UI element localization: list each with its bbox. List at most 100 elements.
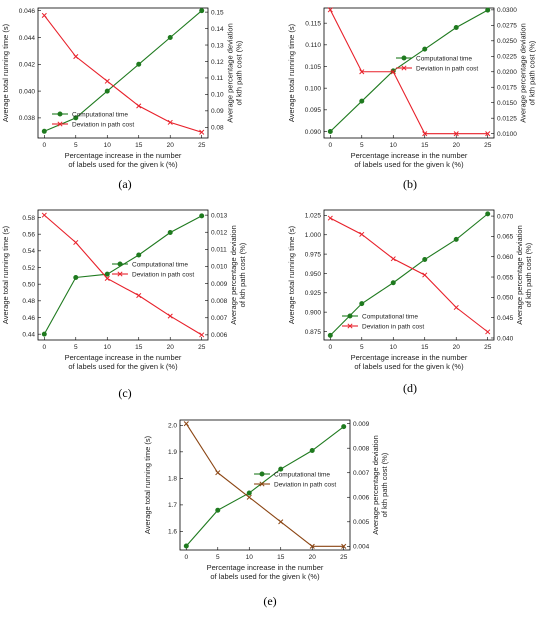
panel-e-deviation-point-4-stroke-b	[309, 543, 315, 549]
panel-d-legend-item-1-marker	[347, 323, 353, 329]
panel-a-deviation-line	[43, 15, 202, 133]
panel-c-deviation-point-4-stroke-b	[167, 313, 173, 319]
panel-c-yright-tick-label-1: 0.007	[211, 315, 228, 322]
panel-d-computational-time-point-3	[422, 257, 428, 263]
panel-e-y-right-axis-label-0: Average percentage deviation	[371, 435, 380, 535]
panel-a-deviation-point-1	[73, 53, 79, 60]
panel-e-deviation-point-3	[278, 519, 284, 525]
panel-d-deviation-point-4-stroke-b	[453, 304, 459, 311]
panel-b-yleft-tick-label-5: 0.115	[305, 20, 321, 27]
panel-d-deviation-point-2-stroke-b	[390, 256, 396, 262]
panel-b-x-tick-label-2: 10	[390, 142, 398, 149]
panel-e-yright-tick-label-4: 0.008	[353, 446, 370, 453]
panel-d-x-axis-label-0: Percentage increase in the number	[351, 353, 468, 362]
panel-a-x-tick-label-3: 15	[135, 142, 143, 149]
panel-b-y-left-axis-label: Average total running time (s)	[287, 23, 296, 122]
panel-c-yright-tick-label-0: 0.006	[211, 332, 228, 339]
panel-d-y-left-axis-label: Average total running time (s)	[287, 225, 296, 324]
panel-d-yleft-tick-label-0: 0.875	[305, 329, 322, 336]
panel-e-yright-tick-label-0: 0.004	[353, 544, 370, 551]
panel-e-computational-time-point-5	[341, 424, 347, 430]
panel-a-yright-tick-label-2: 0.10	[211, 92, 224, 99]
panel-e-legend-item-1-marker-stroke-b	[259, 481, 265, 487]
panel-c-deviation-point-2-stroke-b	[104, 275, 110, 281]
panel-b-yright-tick-label-5: 0.0225	[497, 54, 517, 61]
panel-d-computational-time-point-0	[327, 332, 333, 338]
panel-b-legend-item-1-marker-stroke-b	[401, 65, 407, 71]
panel-a-x-axis-label-1: of labels used for the given k (%)	[68, 160, 178, 169]
panel-e-x-tick-label-0: 0	[184, 554, 188, 561]
panel-b-yright-tick-label-0: 0.0100	[497, 131, 517, 138]
panel-c-x-tick-label-5: 25	[198, 344, 206, 351]
panel-e-yleft-tick-label-0: 1.6	[168, 529, 177, 536]
panel-e-yright-tick-label-3: 0.007	[353, 470, 370, 477]
panel-d-deviation-point-3	[422, 272, 428, 278]
panel-a-computational-time-point-2	[104, 88, 110, 94]
panel-c-plot-frame	[37, 209, 209, 341]
panel-d-yleft-tick-label-6: 1.025	[305, 213, 322, 220]
panel-b-y-right-axis-label-0: Average percentage deviation	[519, 23, 528, 123]
panel-a-legend-item-1-marker	[57, 121, 63, 127]
panel-e-x-tick-label-5: 25	[340, 554, 348, 561]
panel-b-legend-item-0-label: Computational time	[416, 55, 472, 62]
panel-b-legend-item-0-marker	[401, 55, 407, 61]
panel-c-deviation-point-5-stroke-b	[199, 332, 205, 338]
panel-e-computational-time-line	[185, 426, 345, 547]
panel-a-deviation-point-0-stroke-b	[41, 12, 47, 18]
panel-d-yleft-tick-label-3: 0.950	[305, 271, 322, 278]
panel-d: 0 5 10 15 20 25 0.875 0.900 0.925 0.950 0.975 1.000…	[287, 209, 533, 395]
panel-e-y-left-axis-label: Average total running time (s)	[143, 435, 152, 534]
panel-c-legend-item-0-label: Computational time	[132, 261, 188, 268]
panel-a-x-tick-label-2: 10	[104, 142, 112, 149]
panel-a: 0 5 10 15 20 25 0.038 0.040 0.042 0.044 0.046 0.08 0…	[1, 7, 243, 191]
panel-b-deviation-point-5-stroke-b	[485, 131, 491, 137]
panel-b-yleft-tick-label-3: 0.105	[305, 64, 322, 71]
panel-d-yright-tick-label-1: 0.045	[497, 315, 514, 322]
panel-c-computational-time-line	[43, 215, 202, 335]
panel-a-deviation-point-4-stroke-b	[167, 119, 173, 125]
panel-d-x-tick-label-0: 0	[328, 344, 332, 351]
panel-c-yright-tick-label-2: 0.008	[211, 298, 228, 305]
panel-b-computational-time-line	[329, 9, 488, 132]
panel-c-legend-item-1-marker-stroke-b	[117, 271, 123, 277]
panel-c-deviation-point-2	[104, 275, 110, 281]
panel-d-computational-time-line	[329, 213, 489, 336]
panel-e: 0 5 10 15 20 25 1.6 1.7 1.8 1.9 2.0 0.004 0.005 0.006…	[143, 419, 389, 608]
panel-b-deviation-point-1	[359, 69, 365, 75]
panel-b-yright-tick-label-6: 0.0250	[497, 38, 517, 45]
panel-e-deviation-point-3-stroke-b	[278, 519, 284, 525]
panel-b-x-tick-label-5: 25	[484, 142, 492, 149]
panel-b-computational-time-point-4	[453, 25, 459, 30]
panel-c-yleft-tick-label-4: 0.52	[22, 265, 35, 272]
panel-c-yright-tick-label-3: 0.009	[211, 281, 228, 288]
panel-a-deviation-point-2	[104, 78, 110, 84]
panel-a-y-right-axis-label-1: of kth path cost (%)	[234, 40, 243, 105]
panel-c-legend: Computational time Deviation in path cost	[112, 261, 194, 278]
panel-b-deviation-point-4-stroke-b	[453, 131, 459, 137]
panel-e-deviation-line	[185, 423, 344, 547]
panel-a-yleft-tick-label-3: 0.044	[19, 35, 36, 42]
panel-e-deviation-point-1	[215, 470, 221, 476]
panel-b-deviation-point-3-stroke-b	[422, 131, 428, 137]
panel-b-deviation-point-2-stroke-b	[390, 69, 396, 75]
panel-d-yleft-tick-label-2: 0.925	[305, 290, 322, 297]
panel-d-x-tick-label-1: 5	[360, 344, 364, 351]
panel-b-x-tick-label-4: 20	[453, 142, 461, 149]
panel-c-legend-item-1-marker	[117, 271, 123, 277]
panel-a-deviation-point-5	[199, 129, 205, 135]
panel-d-deviation-point-1-stroke-b	[359, 231, 365, 237]
panel-b-label: (b)	[403, 177, 417, 191]
panel-d-x-tick-label-5: 25	[484, 344, 492, 351]
panel-c-y-left-axis-label: Average total running time (s)	[1, 225, 10, 324]
panel-b-x-tick-label-1: 5	[360, 142, 364, 149]
panel-d-deviation-point-5-stroke-b	[485, 329, 491, 335]
panel-a-yright-tick-label-5: 0.13	[211, 42, 224, 49]
panel-e-deviation-point-0	[183, 421, 189, 427]
panel-c-deviation-point-0-stroke-b	[41, 212, 47, 218]
panel-d-plot-frame	[323, 209, 495, 341]
panel-a-computational-time-point-1	[73, 115, 79, 121]
panel-c-yleft-tick-label-1: 0.46	[22, 315, 35, 322]
panel-b-deviation-point-4	[453, 131, 459, 137]
panel-c-yleft-tick-label-2: 0.48	[22, 298, 35, 305]
panel-e-yright-tick-label-1: 0.005	[353, 519, 370, 526]
